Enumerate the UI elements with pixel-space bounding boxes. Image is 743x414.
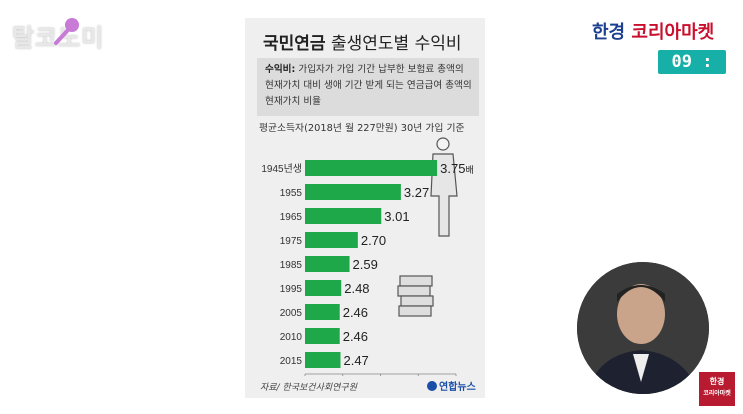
- definition-box: 수익비: 가입자가 가입 기간 납부한 보험료 총액의 현재가치 대비 생애 기…: [257, 58, 479, 116]
- infographic-title: 국민연금 출생연도별 수익비: [263, 29, 462, 54]
- chart-basis-note: 평균소득자(2018년 월 227만원) 30년 가입 기준: [259, 123, 465, 134]
- bar: [305, 184, 401, 200]
- value-label: 3.01: [384, 209, 409, 224]
- category-label: 1975: [280, 236, 303, 247]
- source-note: 자료/ 한국보건사회연구원: [260, 383, 357, 393]
- bar: [305, 208, 382, 224]
- category-label: 1995: [280, 284, 303, 295]
- title-rest: 출생연도별 수익비: [325, 34, 462, 54]
- value-label: 2.59: [353, 257, 378, 272]
- bar: [305, 304, 340, 320]
- badge-line2: 코리아마켓: [703, 390, 731, 397]
- category-label: 1945년생: [261, 163, 302, 175]
- value-unit: 배: [465, 165, 473, 175]
- broadcast-badge: 한경 코리아마켓: [699, 372, 735, 406]
- value-label: 3.27: [404, 185, 429, 200]
- publisher-icon: [427, 381, 437, 391]
- bar: [305, 328, 340, 344]
- value-label: 2.46: [343, 305, 368, 320]
- category-label: 2005: [280, 308, 303, 319]
- person-with-money-illustration: [397, 137, 458, 317]
- definition-label: 수익비:: [265, 64, 296, 75]
- bar: [305, 160, 438, 176]
- value-label: 2.70: [361, 233, 386, 248]
- bar: [305, 232, 358, 248]
- title-bold: 국민연금: [263, 34, 326, 54]
- microphone-icon: [54, 18, 79, 45]
- value-label: 2.46: [343, 329, 368, 344]
- value-label: 2.47: [343, 353, 368, 368]
- badge-line1: 한경: [709, 377, 725, 386]
- bar: [305, 280, 342, 296]
- clock-display: 09 : 59: [658, 50, 726, 96]
- category-label: 2015: [280, 356, 303, 367]
- category-label: 1965: [280, 212, 303, 223]
- channel-logo: 탈코노미: [8, 8, 148, 52]
- value-label: 2.48: [344, 281, 369, 296]
- value-label: 3.75배: [440, 161, 474, 176]
- category-label: 1955: [280, 188, 303, 199]
- presenter-silhouette: [577, 262, 709, 394]
- broadcaster-logo: 한경 코리아마켓: [592, 18, 714, 44]
- publisher-logo: 연합뉴스: [427, 378, 476, 393]
- definition-text: 가입자가 가입 기간 납부한 보험료 총액의 현재가치 대비 생애 기간 받게 …: [265, 64, 472, 107]
- publisher-name: 연합뉴스: [439, 382, 476, 393]
- bar: [305, 352, 341, 368]
- bar-chart: 1945년생 3.75배 1955 3.27 1965 3.01 1975 2.70 1985 2…: [261, 137, 474, 376]
- channel-logo-text: 탈코노미: [12, 18, 104, 53]
- bar: [305, 256, 350, 272]
- brand-prefix: 한경: [592, 22, 626, 43]
- definition-text-block: 수익비: 가입자가 가입 기간 납부한 보험료 총액의 현재가치 대비 생애 기…: [265, 62, 475, 110]
- brand-name: 코리아마켓: [631, 22, 715, 43]
- infographic-card: 국민연금 출생연도별 수익비 수익비: 가입자가 가입 기간 납부한 보험료 총…: [245, 18, 485, 398]
- category-label: 1985: [280, 260, 303, 271]
- category-label: 2010: [280, 332, 303, 343]
- presenter-video: [577, 262, 709, 394]
